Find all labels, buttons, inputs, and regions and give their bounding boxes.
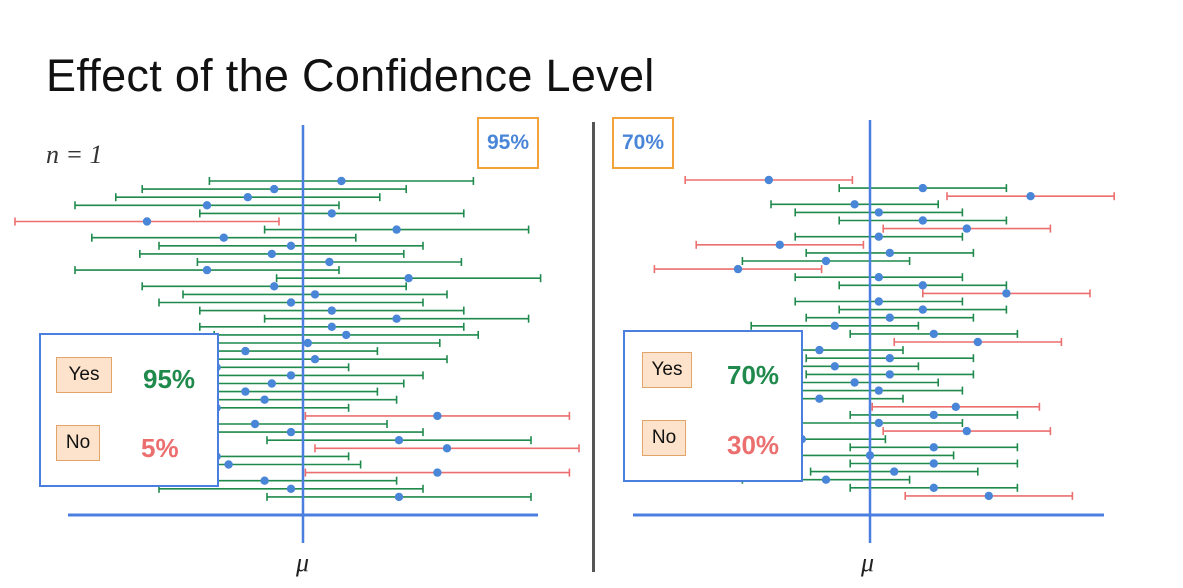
sample-estimate-dot xyxy=(874,273,883,282)
sample-estimate-dot xyxy=(929,459,938,468)
sample-estimate-dot xyxy=(310,355,320,364)
sample-estimate-dot xyxy=(874,208,883,217)
sample-estimate-dot xyxy=(885,248,894,258)
sample-estimate-dot xyxy=(327,209,336,218)
sample-estimate-dot xyxy=(327,322,336,331)
sample-estimate-dot xyxy=(885,313,894,322)
sample-estimate-dot xyxy=(918,183,927,193)
sample-estimate-dot xyxy=(962,224,971,233)
sample-estimate-dot xyxy=(850,200,859,209)
panel-divider xyxy=(592,122,595,572)
sample-estimate-dot xyxy=(929,483,938,492)
confidence-level-badge-70: 70% xyxy=(612,117,674,169)
sample-estimate-dot xyxy=(442,444,452,453)
sample-estimate-dot xyxy=(815,394,824,403)
sample-estimate-dot xyxy=(142,217,152,226)
sample-estimate-dot xyxy=(433,468,442,477)
capture-legend-70: Yes 70% No 30% xyxy=(623,330,803,482)
sample-estimate-dot xyxy=(951,402,960,411)
mu-label-left: μ xyxy=(296,548,310,577)
sample-estimate-dot xyxy=(327,306,336,315)
sample-estimate-dot xyxy=(260,476,269,485)
slide-title: Effect of the Confidence Level xyxy=(46,50,655,101)
sample-estimate-dot xyxy=(286,298,296,307)
legend-no-percent: 30% xyxy=(727,430,780,460)
sample-estimate-dot xyxy=(270,184,279,194)
sample-estimate-dot xyxy=(286,371,296,380)
sample-estimate-dot xyxy=(890,467,899,476)
sample-estimate-dot xyxy=(733,264,743,274)
sample-estimate-dot xyxy=(325,257,334,267)
sample-estimate-dot xyxy=(1002,289,1011,298)
sample-estimate-dot xyxy=(830,362,839,371)
legend-yes-percent: 95% xyxy=(143,364,196,394)
sample-estimate-dot xyxy=(973,337,982,347)
sample-estimate-dot xyxy=(874,232,883,241)
sample-estimate-dot xyxy=(394,436,404,445)
sample-estimate-dot xyxy=(267,379,276,388)
sample-estimate-dot xyxy=(310,290,320,299)
sample-estimate-dot xyxy=(337,176,346,186)
sample-estimate-dot xyxy=(392,314,401,323)
sample-estimate-dot xyxy=(219,233,228,242)
sample-estimate-dot xyxy=(962,426,971,436)
sample-estimate-dot xyxy=(815,345,824,355)
sample-estimate-dot xyxy=(267,249,276,259)
sample-estimate-dot xyxy=(342,330,351,340)
sample-estimate-dot xyxy=(404,274,413,283)
capture-legend-95: Yes 95% No 5% xyxy=(39,333,219,487)
sample-estimate-dot xyxy=(874,386,883,395)
sample-estimate-dot xyxy=(821,475,831,484)
sample-estimate-dot xyxy=(764,175,773,185)
sample-estimate-dot xyxy=(850,378,859,387)
sample-estimate-dot xyxy=(224,460,233,469)
sample-estimate-dot xyxy=(202,201,212,210)
legend-no-label: No xyxy=(642,420,686,456)
sample-estimate-dot xyxy=(303,338,312,348)
legend-yes-label: Yes xyxy=(642,352,692,388)
mu-label-right: μ xyxy=(861,548,875,577)
sample-estimate-dot xyxy=(918,305,927,314)
sample-estimate-dot xyxy=(929,329,938,339)
confidence-level-badge-95: 95% xyxy=(477,117,539,169)
sample-estimate-dot xyxy=(433,411,442,421)
legend-yes-label: Yes xyxy=(56,357,112,393)
sample-estimate-dot xyxy=(241,387,250,396)
legend-yes-percent: 70% xyxy=(727,360,780,390)
sample-estimate-dot xyxy=(286,241,296,250)
sample-estimate-dot xyxy=(392,225,401,234)
sample-estimate-dot xyxy=(775,240,784,249)
sample-estimate-dot xyxy=(241,346,250,356)
legend-no-percent: 5% xyxy=(141,433,179,463)
sample-estimate-dot xyxy=(885,354,894,363)
sample-estimate-dot xyxy=(885,370,894,379)
sample-estimate-dot xyxy=(286,427,296,437)
sample-estimate-dot xyxy=(250,419,260,429)
sample-estimate-dot xyxy=(874,418,883,428)
sample-estimate-dot xyxy=(394,492,404,502)
sample-estimate-dot xyxy=(918,281,927,290)
legend-no-label: No xyxy=(56,425,100,461)
sample-estimate-dot xyxy=(874,297,883,306)
sample-estimate-dot xyxy=(286,484,296,493)
sample-estimate-dot xyxy=(918,216,927,225)
sample-estimate-dot xyxy=(830,321,839,330)
sample-estimate-dot xyxy=(202,265,212,275)
sample-estimate-dot xyxy=(243,193,252,202)
sample-estimate-dot xyxy=(984,491,993,501)
sample-estimate-dot xyxy=(929,443,938,452)
sample-estimate-dot xyxy=(929,410,938,420)
sample-estimate-dot xyxy=(821,256,831,266)
sample-estimate-dot xyxy=(1026,192,1035,201)
sample-estimate-dot xyxy=(260,395,269,404)
sample-estimate-dot xyxy=(270,282,279,291)
sample-size-label: n = 1 xyxy=(46,140,103,169)
